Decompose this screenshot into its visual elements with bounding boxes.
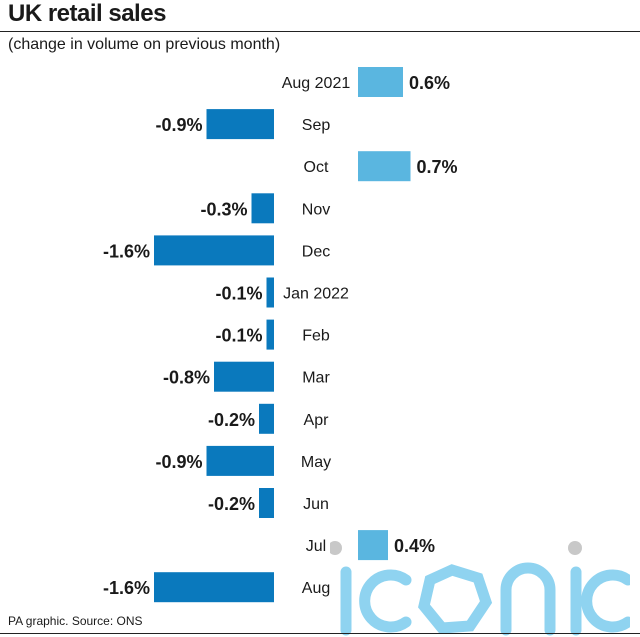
value-label: 0.4% [394, 536, 435, 556]
value-label: -0.9% [155, 452, 202, 472]
category-label: Apr [304, 412, 330, 429]
value-label: -0.1% [215, 326, 262, 346]
bar-9 [259, 403, 274, 434]
category-label: Dec [302, 243, 330, 260]
category-label: Aug [302, 580, 330, 597]
bar-4 [251, 193, 274, 224]
value-label: -0.1% [215, 284, 262, 304]
category-label: Oct [304, 159, 329, 176]
category-label: May [301, 454, 331, 471]
value-label: 0.7% [417, 157, 458, 177]
category-label: Jul [306, 538, 326, 555]
chart-subtitle: (change in volume on previous month) [8, 36, 281, 53]
source-note: PA graphic. Source: ONS [8, 614, 143, 628]
category-label: Sep [302, 117, 331, 134]
category-label: Mar [302, 370, 330, 387]
title-rule [0, 31, 640, 32]
bar-8 [214, 361, 274, 392]
category-label: Nov [302, 201, 330, 218]
bar-1 [358, 67, 403, 97]
chart-title: UK retail sales [8, 0, 166, 27]
footer-rule [0, 633, 640, 634]
value-label: -0.2% [208, 494, 255, 514]
value-label: -0.2% [208, 410, 255, 430]
value-label: 0.6% [409, 73, 450, 93]
bar-5 [154, 235, 274, 266]
bar-2 [206, 109, 274, 140]
category-label: Aug 2021 [282, 75, 351, 92]
value-label: -0.3% [200, 199, 247, 219]
value-label: -1.6% [103, 241, 150, 261]
value-label: -0.8% [163, 368, 210, 388]
bar-13 [154, 572, 274, 603]
category-label: Jan 2022 [283, 286, 349, 303]
value-label: -1.6% [103, 578, 150, 598]
bar-11 [259, 488, 274, 518]
bar-7 [266, 319, 274, 350]
category-label: Feb [302, 328, 330, 345]
bar-12 [358, 530, 388, 561]
bar-6 [266, 277, 274, 308]
bar-3 [358, 151, 411, 182]
bar-10 [206, 445, 274, 476]
value-label: -0.9% [155, 115, 202, 135]
category-label: Jun [303, 496, 329, 513]
